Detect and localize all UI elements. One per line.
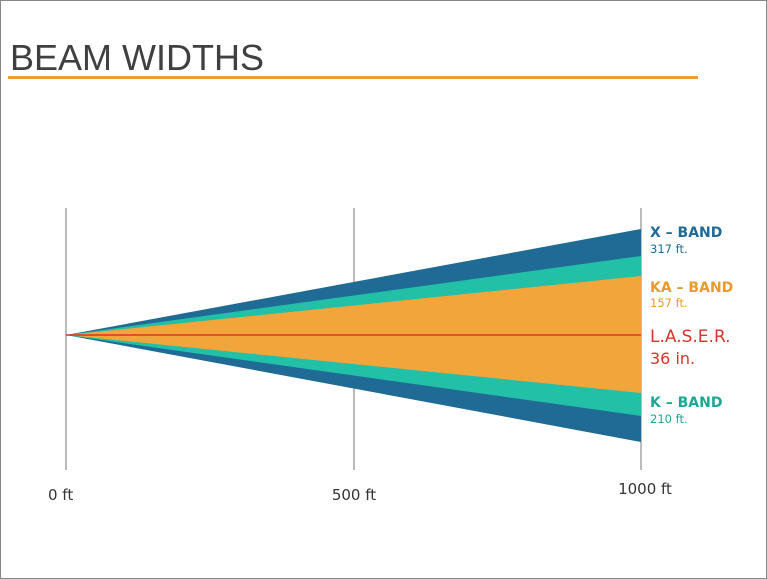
band-name: X – BAND xyxy=(650,225,722,241)
band-width: 157 ft. xyxy=(650,296,688,310)
band-width: 210 ft. xyxy=(650,412,688,426)
distance-label: 500 ft xyxy=(332,486,376,504)
distance-label: 0 ft xyxy=(48,486,73,504)
band-name: KA – BAND xyxy=(650,280,733,296)
title-underline xyxy=(8,76,698,79)
band-name: L.A.S.E.R. xyxy=(650,327,731,347)
band-width: 317 ft. xyxy=(650,242,688,256)
distance-label: 1000 ft xyxy=(618,480,672,498)
band-width: 36 in. xyxy=(650,349,695,368)
title: BEAM WIDTHS xyxy=(10,37,264,78)
band-name: K – BAND xyxy=(650,395,722,411)
